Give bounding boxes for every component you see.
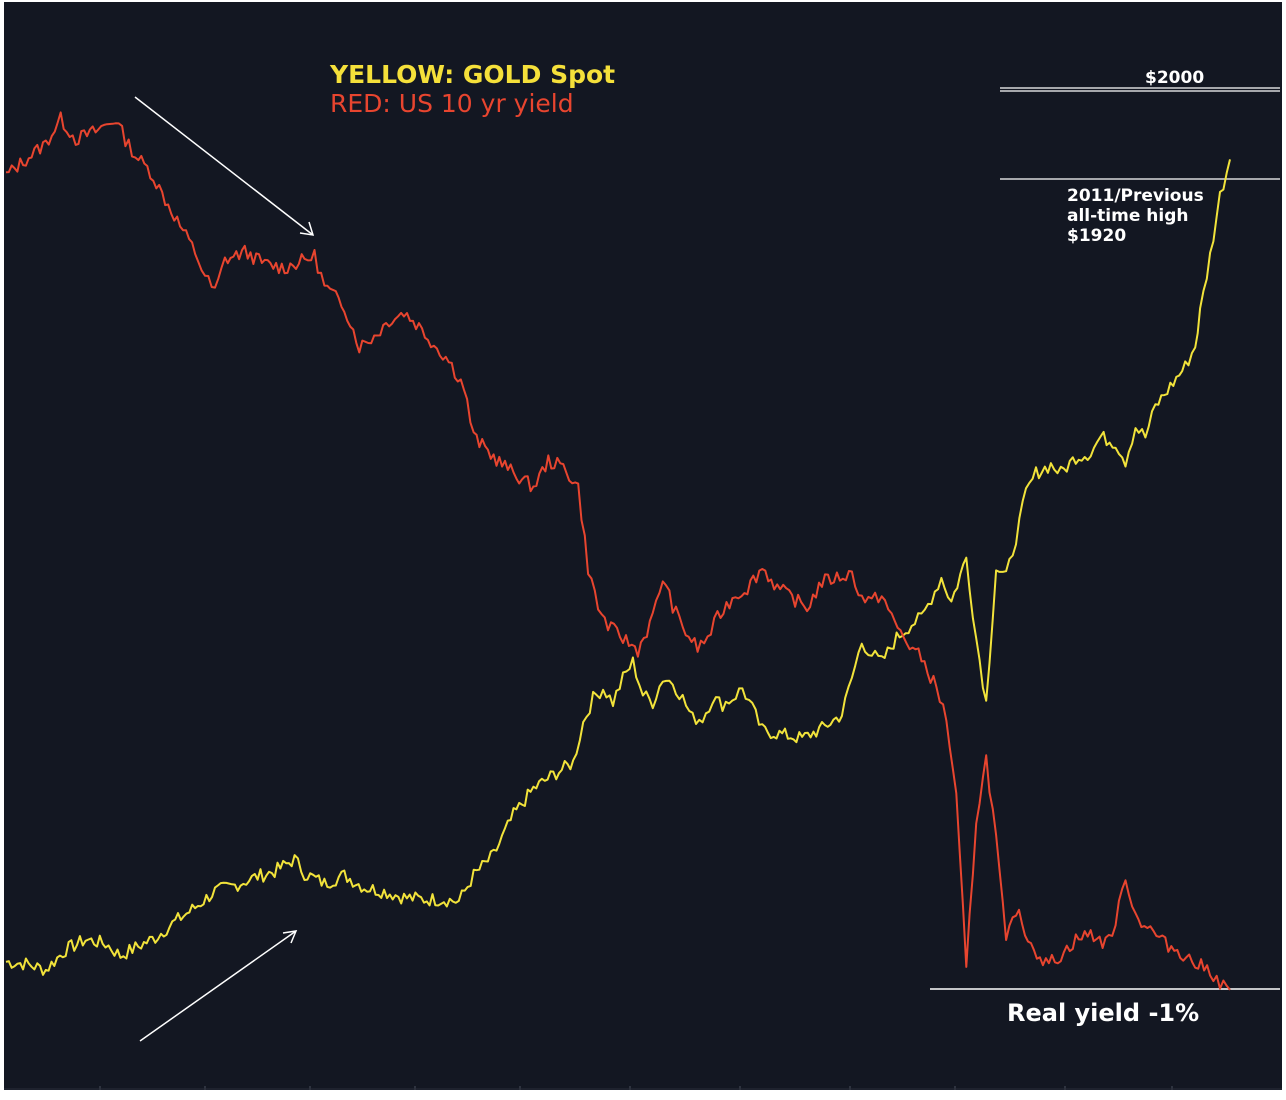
label-1920-line3: $1920 [1067,226,1126,246]
up-trend-arrow-head [282,930,298,944]
chart-background [4,2,1282,1090]
label-2000: $2000 [1145,68,1204,88]
legend-gold-label: YELLOW: GOLD Spot [329,60,615,89]
label-1920-line1: 2011/Previous [1067,186,1204,206]
up-trend-arrow-shaft [139,930,297,1042]
label-1920-line2: all-time high [1067,206,1189,226]
down-trend-arrow-head [299,221,315,236]
real-yield-label: Real yield -1% [1007,999,1199,1027]
series-layer [5,111,1231,991]
gold-spot-line [5,159,1231,976]
down-trend-arrow-shaft [134,96,314,236]
legend-yield-label: RED: US 10 yr yield [330,89,574,118]
us10y-yield-line [5,111,1231,991]
x-axis-ticks [4,1086,1282,1090]
